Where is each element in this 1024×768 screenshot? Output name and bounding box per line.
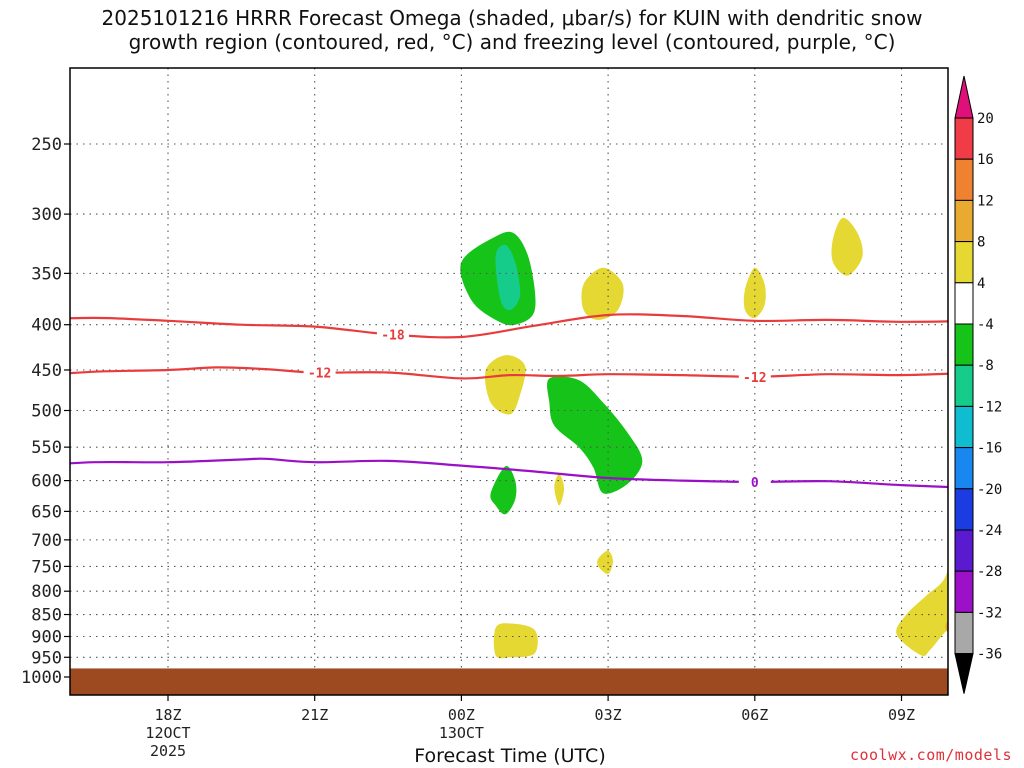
colorbar-label-11: -28 <box>977 564 1002 580</box>
y-tick-label-350: 350 <box>31 264 62 284</box>
x-axis-title: Forecast Time (UTC) <box>414 745 606 767</box>
colorbar-band-0 <box>954 117 974 160</box>
colorbar-label-1: 16 <box>977 152 994 168</box>
colorbar-band-6 <box>954 364 974 407</box>
colorbar-bottom-arrow <box>954 653 974 694</box>
y-axis-ticks: 2503003504004505005506006507007508008509… <box>21 135 70 688</box>
colorbar-band-11 <box>954 570 974 613</box>
y-tick-label-700: 700 <box>31 531 62 551</box>
y-tick-label-400: 400 <box>31 316 62 336</box>
omega-shaded-regions <box>460 217 948 659</box>
colorbar-label-10: -24 <box>977 523 1002 539</box>
y-tick-label-600: 600 <box>31 472 62 492</box>
omega-region-10 <box>493 623 538 659</box>
contour-label-bg--12C-0 <box>303 364 336 381</box>
ground-rect <box>70 668 948 695</box>
x-tick-label-09Z: 09Z <box>888 706 915 724</box>
contour-0C <box>70 457 948 489</box>
contour--18C <box>70 313 948 339</box>
x-tick-label-21Z: 21Z <box>301 706 328 724</box>
colorbar-band-7 <box>954 405 974 449</box>
omega-region-1 <box>495 244 521 311</box>
omega-region-5 <box>743 267 766 319</box>
colorbar-label-0: 20 <box>977 111 994 127</box>
x-tick-label-06Z: 06Z <box>741 706 768 724</box>
contour-label-bg-0C-0 <box>738 473 771 490</box>
y-tick-label-800: 800 <box>31 582 62 602</box>
y-tick-label-500: 500 <box>31 402 62 422</box>
credit-text: coolwx.com/models <box>849 746 1012 764</box>
x-tick-sublabel-00Z-0: 13OCT <box>439 724 484 742</box>
y-tick-label-1000: 1000 <box>21 668 62 688</box>
contour-label--12C-1: -12 <box>743 371 766 386</box>
colorbar-band-3 <box>954 241 974 284</box>
contour-label-0C-0: 0 <box>751 476 759 491</box>
colorbar-band-8 <box>954 447 974 490</box>
colorbar-band-5 <box>954 323 974 366</box>
omega-region-7 <box>484 355 526 415</box>
x-tick-label-03Z: 03Z <box>595 706 622 724</box>
omega-region-6 <box>831 217 863 276</box>
plot-frame <box>69 67 949 696</box>
y-tick-label-550: 550 <box>31 438 62 458</box>
colorbar-label-9: -20 <box>977 482 1002 498</box>
omega-region-3 <box>490 465 517 515</box>
chart-title: 2025101216 HRRR Forecast Omega (shaded, … <box>0 6 1024 54</box>
y-tick-label-650: 650 <box>31 502 62 522</box>
y-tick-label-900: 900 <box>31 627 62 647</box>
omega-region-8 <box>554 474 565 506</box>
contour-label-bg--18C-0 <box>376 326 409 343</box>
colorbar-band-2 <box>954 199 974 243</box>
colorbar-band-12 <box>954 611 974 655</box>
colorbar: 20 16 12 8 4 -4 -8 -12 -16 -20 -24 -28 -32 -36 <box>954 75 1002 694</box>
y-tick-label-950: 950 <box>31 648 62 668</box>
y-tick-label-750: 750 <box>31 557 62 577</box>
x-tick-label-00Z: 00Z <box>448 706 475 724</box>
plot-border <box>69 67 949 696</box>
contour-label--12C-0: -12 <box>308 367 331 382</box>
colorbar-label-5: -4 <box>977 317 994 333</box>
title-line-2: growth region (contoured, red, °C) and f… <box>128 30 896 54</box>
contour--12C <box>70 366 948 380</box>
omega-region-2 <box>547 376 643 494</box>
contour-label-bg--12C-1 <box>738 368 771 385</box>
contour-lines: -18 -12 -12 0 <box>70 313 948 491</box>
colorbar-top-arrow <box>954 75 974 119</box>
omega-region-9 <box>597 550 613 575</box>
x-tick-sublabel-18Z-1: 2025 <box>150 742 186 760</box>
x-tick-label-18Z: 18Z <box>154 706 181 724</box>
y-tick-label-850: 850 <box>31 606 62 626</box>
ground-layer <box>70 668 948 695</box>
colorbar-band-10 <box>954 529 974 572</box>
y-tick-label-300: 300 <box>31 205 62 225</box>
contour-label--18C-0: -18 <box>381 328 405 343</box>
colorbar-band-9 <box>954 488 974 531</box>
colorbar-band-4 <box>954 282 974 325</box>
title-line-1: 2025101216 HRRR Forecast Omega (shaded, … <box>101 6 923 30</box>
colorbar-label-3: 8 <box>977 235 985 251</box>
colorbar-band-1 <box>954 158 974 201</box>
omega-region-12 <box>896 568 948 656</box>
colorbar-label-4: 4 <box>977 276 985 292</box>
colorbar-label-12: -32 <box>977 605 1002 621</box>
colorbar-label-6: -8 <box>977 358 994 374</box>
y-tick-label-450: 450 <box>31 361 62 381</box>
colorbar-label-7: -12 <box>977 399 1002 415</box>
colorbar-label-2: 12 <box>977 193 994 209</box>
colorbar-label-13: -36 <box>977 647 1002 663</box>
colorbar-label-8: -16 <box>977 441 1002 457</box>
omega-region-4 <box>581 267 624 320</box>
x-tick-sublabel-18Z-0: 12OCT <box>145 724 190 742</box>
y-tick-label-250: 250 <box>31 135 62 155</box>
